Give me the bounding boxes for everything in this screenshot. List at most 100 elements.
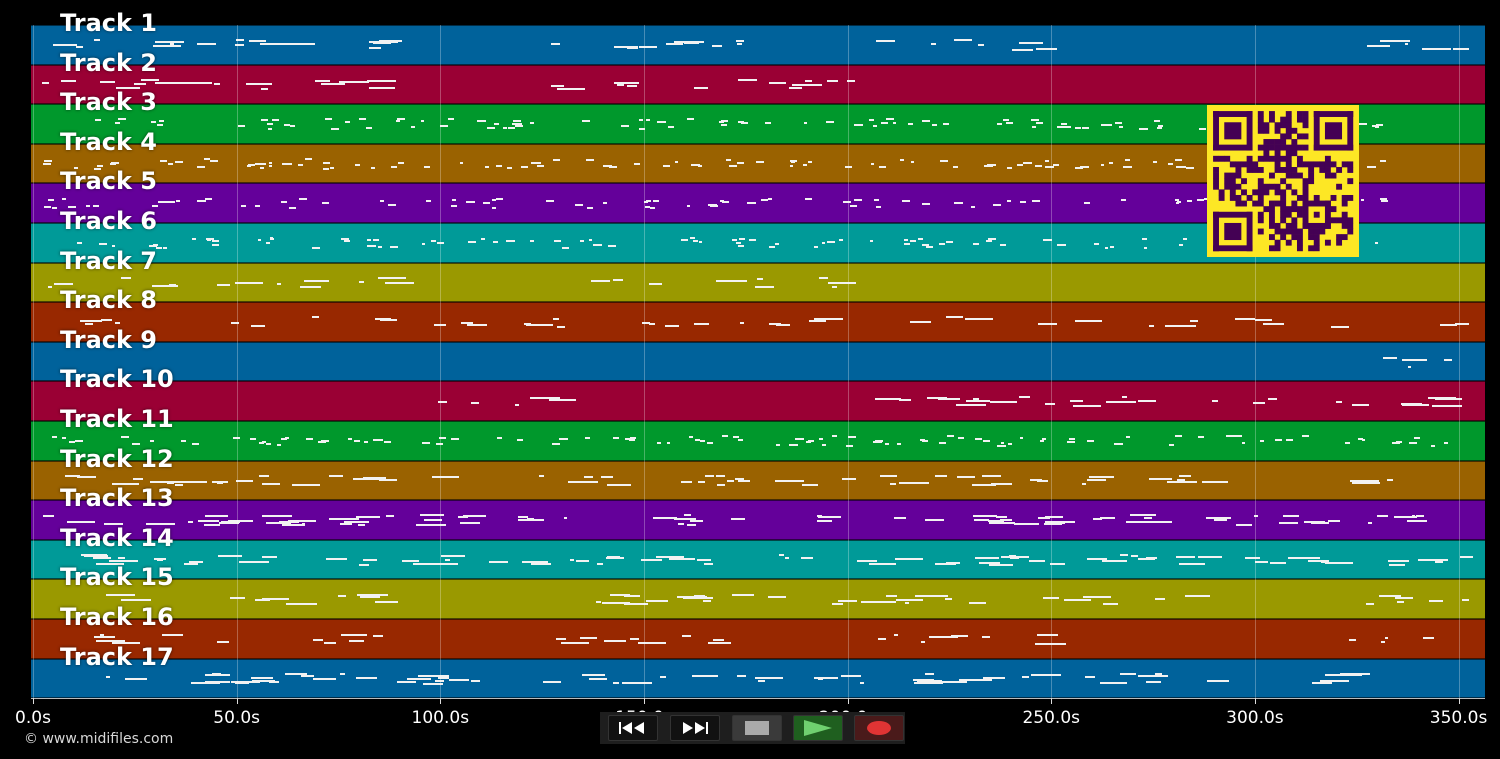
- track-lane[interactable]: [31, 25, 1485, 65]
- track-lane[interactable]: [31, 619, 1485, 659]
- qr-module: [1313, 111, 1354, 117]
- note-mark: [874, 198, 879, 201]
- note-mark: [645, 119, 650, 122]
- qr-module: [1218, 155, 1225, 162]
- note-mark: [1439, 323, 1457, 326]
- note-mark: [814, 676, 839, 679]
- track-lane[interactable]: [31, 64, 1485, 105]
- qr-module: [1347, 178, 1354, 185]
- note-mark: [552, 318, 560, 321]
- note-mark: [431, 239, 436, 242]
- note-mark: [755, 677, 783, 680]
- qr-module: [1319, 167, 1326, 173]
- note-mark: [321, 201, 329, 204]
- qr-module: [1257, 127, 1264, 134]
- record-button[interactable]: [854, 715, 904, 741]
- track-lane[interactable]: [31, 539, 1485, 580]
- note-mark: [720, 123, 728, 126]
- note-mark: [51, 206, 58, 209]
- play-button[interactable]: [793, 715, 843, 741]
- fast-forward-button[interactable]: [670, 715, 720, 741]
- note-mark: [276, 443, 282, 446]
- note-mark: [817, 677, 824, 680]
- qr-module: [1229, 189, 1236, 196]
- note-mark: [1143, 246, 1147, 249]
- note-mark: [803, 121, 807, 124]
- note-mark: [681, 480, 693, 483]
- note-mark: [664, 324, 679, 327]
- track-lane[interactable]: [31, 500, 1485, 540]
- note-mark: [1386, 479, 1393, 482]
- qr-module: [1296, 155, 1303, 162]
- track-lane[interactable]: [31, 381, 1485, 421]
- note-mark: [76, 241, 82, 244]
- qr-module: [1257, 178, 1264, 185]
- track-lane[interactable]: [31, 579, 1485, 619]
- note-mark: [693, 240, 699, 243]
- stop-button[interactable]: [732, 715, 782, 741]
- note-mark: [603, 639, 627, 642]
- note-mark: [817, 516, 841, 519]
- note-mark: [132, 478, 144, 481]
- note-mark: [197, 165, 205, 168]
- note-mark: [283, 123, 290, 126]
- note-mark: [603, 164, 613, 167]
- note-mark: [437, 401, 447, 404]
- rewind-button[interactable]: [608, 715, 658, 741]
- note-mark: [747, 202, 756, 205]
- qr-module: [1280, 206, 1287, 213]
- note-mark: [157, 558, 164, 561]
- qr-module: [1308, 245, 1315, 252]
- note-mark: [1042, 596, 1059, 599]
- qr-module: [1241, 200, 1247, 207]
- note-mark: [973, 519, 990, 522]
- note-mark: [983, 676, 1005, 679]
- note-mark: [1068, 437, 1076, 440]
- note-mark: [626, 46, 638, 49]
- note-mark: [150, 439, 155, 442]
- track-lane[interactable]: [31, 341, 1485, 382]
- note-mark: [1057, 243, 1066, 246]
- note-mark: [665, 43, 683, 46]
- note-mark: [1000, 441, 1005, 444]
- note-mark: [168, 283, 176, 286]
- note-mark: [656, 556, 685, 559]
- note-mark: [946, 316, 963, 319]
- note-mark: [297, 164, 303, 167]
- note-mark: [246, 165, 251, 168]
- note-mark: [320, 440, 329, 443]
- note-mark: [1087, 440, 1094, 443]
- note-mark: [94, 39, 100, 42]
- note-mark: [660, 676, 666, 679]
- note-mark: [154, 41, 184, 44]
- qr-module: [1235, 194, 1242, 201]
- note-mark: [556, 325, 565, 328]
- note-mark: [92, 557, 112, 560]
- note-mark: [77, 476, 97, 479]
- note-mark: [257, 162, 267, 165]
- note-mark: [153, 557, 167, 560]
- qr-module: [1285, 239, 1292, 246]
- note-mark: [1075, 166, 1083, 169]
- note-mark: [157, 82, 178, 85]
- note-mark: [946, 241, 954, 244]
- note-mark: [1196, 198, 1205, 201]
- note-mark: [1349, 639, 1357, 642]
- note-mark: [145, 523, 176, 526]
- note-mark: [196, 43, 213, 46]
- note-mark: [791, 83, 823, 86]
- stop-icon: [745, 721, 769, 735]
- note-mark: [737, 42, 743, 45]
- track-lane[interactable]: [31, 421, 1485, 461]
- note-mark: [1072, 404, 1102, 407]
- note-mark: [1020, 437, 1024, 440]
- qr-module: [1341, 194, 1348, 201]
- qr-module: [1302, 222, 1331, 229]
- note-mark: [53, 43, 78, 46]
- qr-module: [1341, 222, 1348, 229]
- track-lane[interactable]: [31, 262, 1485, 303]
- track-lane[interactable]: [31, 460, 1485, 501]
- track-lane[interactable]: [31, 302, 1485, 342]
- qr-module: [1257, 183, 1264, 190]
- note-mark: [396, 119, 401, 122]
